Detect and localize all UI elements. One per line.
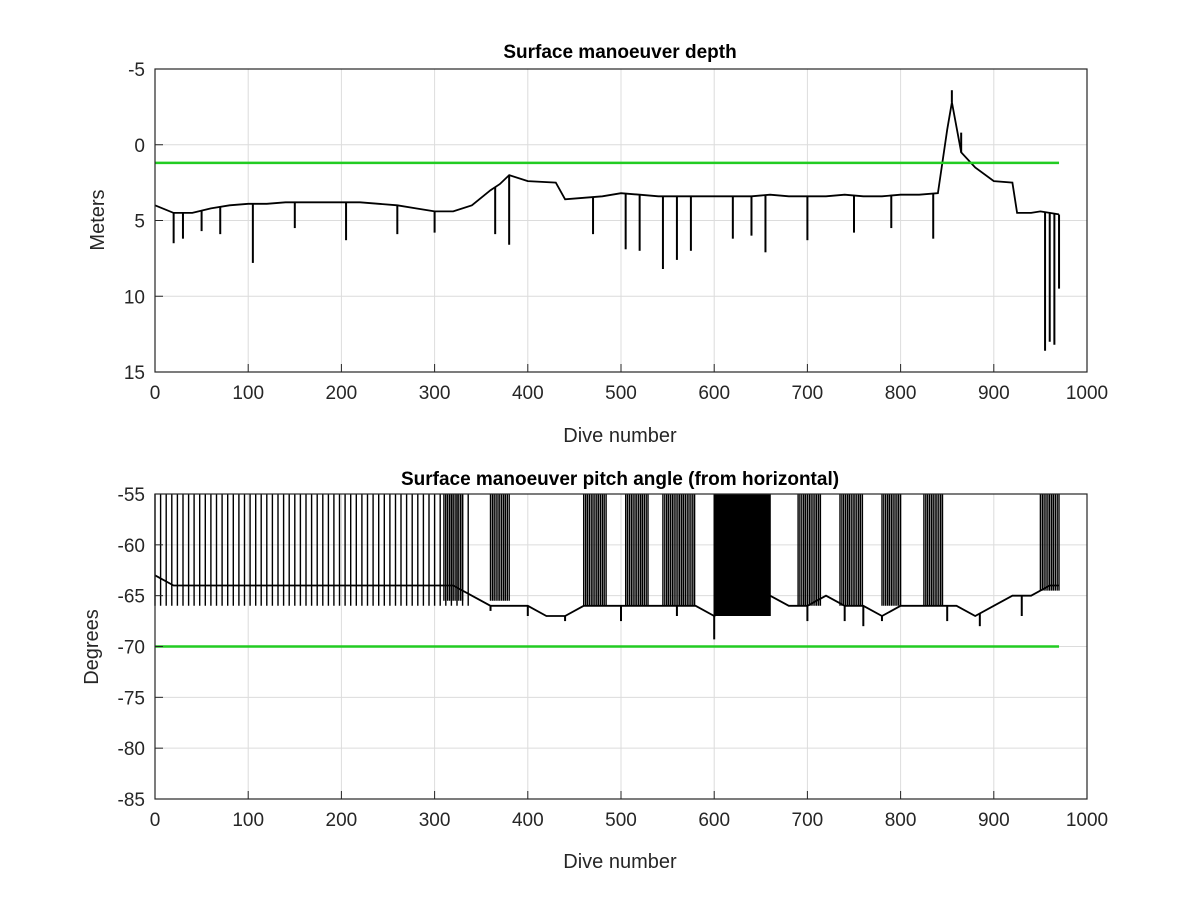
pitch-burst	[881, 494, 902, 606]
depth-marks	[154, 90, 1061, 351]
pitch-burst	[1039, 494, 1060, 591]
pitch-burst	[583, 494, 607, 606]
depth-x-ticks: 0 100 200 300 400 500 600 700 800 900 1000	[150, 364, 1108, 404]
pitch-x-tick-label: 700	[792, 810, 824, 831]
pitch-y-tick-label: -60	[118, 536, 145, 557]
pitch-x-tick-label: 400	[512, 810, 544, 831]
pitch-x-tick-label: 800	[885, 810, 917, 831]
pitch-x-tick-label: 300	[419, 810, 451, 831]
pitch-x-ticks: 0 100 200 300 400 500 600 700 800 900 1000	[150, 791, 1108, 831]
pitch-burst	[797, 494, 822, 606]
pitch-y-axis-label: Degrees	[81, 609, 103, 685]
pitch-x-axis-label: Dive number	[563, 851, 677, 873]
depth-y-tick-label: 5	[134, 212, 145, 233]
pitch-y-tick-label: -75	[118, 688, 145, 709]
pitch-y-tick-label: -65	[118, 587, 145, 608]
depth-x-tick-label: 500	[605, 383, 637, 404]
depth-x-axis-label: Dive number	[563, 425, 677, 447]
depth-x-tick-label: 200	[326, 383, 358, 404]
pitch-x-tick-label: 900	[978, 810, 1010, 831]
pitch-plot: Surface manoeuver pitch angle (from hori…	[81, 469, 1108, 873]
pitch-burst	[662, 494, 696, 606]
pitch-y-tick-label: -55	[118, 485, 145, 506]
depth-plot: Surface manoeuver depth 0 100 200 300 400 500…	[87, 42, 1108, 447]
depth-x-tick-label: 300	[419, 383, 451, 404]
pitch-x-tick-label: 1000	[1066, 810, 1108, 831]
depth-x-tick-label: 0	[150, 383, 161, 404]
depth-y-tick-label: -5	[128, 60, 145, 81]
pitch-x-tick-label: 500	[605, 810, 637, 831]
depth-x-tick-label: 800	[885, 383, 917, 404]
depth-chart-title: Surface manoeuver depth	[503, 42, 736, 63]
pitch-y-ticks: -55 -60 -65 -70 -75 -80 -85	[118, 485, 163, 811]
depth-x-tick-label: 600	[698, 383, 730, 404]
depth-y-tick-label: 15	[124, 363, 145, 384]
pitch-x-tick-label: 200	[326, 810, 358, 831]
pitch-y-tick-label: -80	[118, 739, 145, 760]
pitch-burst	[923, 494, 944, 606]
depth-x-tick-label: 100	[232, 383, 264, 404]
pitch-marks	[154, 494, 1060, 648]
pitch-chart-title: Surface manoeuver pitch angle (from hori…	[401, 469, 839, 490]
pitch-y-tick-label: -70	[118, 638, 145, 659]
depth-x-tick-label: 900	[978, 383, 1010, 404]
pitch-x-tick-label: 0	[150, 810, 161, 831]
depth-x-tick-label: 700	[792, 383, 824, 404]
pitch-x-tick-label: 100	[232, 810, 264, 831]
depth-x-tick-label: 400	[512, 383, 544, 404]
depth-y-tick-label: 10	[124, 287, 145, 308]
pitch-y-tick-label: -85	[118, 790, 145, 811]
pitch-burst	[625, 494, 649, 606]
depth-x-tick-label: 1000	[1066, 383, 1108, 404]
pitch-burst	[839, 494, 864, 606]
depth-y-ticks: -5 0 5 10 15	[124, 60, 163, 384]
pitch-burst	[713, 494, 771, 616]
depth-y-axis-label: Meters	[87, 189, 109, 250]
pitch-burst	[489, 494, 510, 601]
pitch-burst	[443, 494, 464, 601]
pitch-series-line	[154, 574, 1059, 618]
pitch-x-tick-label: 600	[698, 810, 730, 831]
depth-y-tick-label: 0	[134, 136, 145, 157]
